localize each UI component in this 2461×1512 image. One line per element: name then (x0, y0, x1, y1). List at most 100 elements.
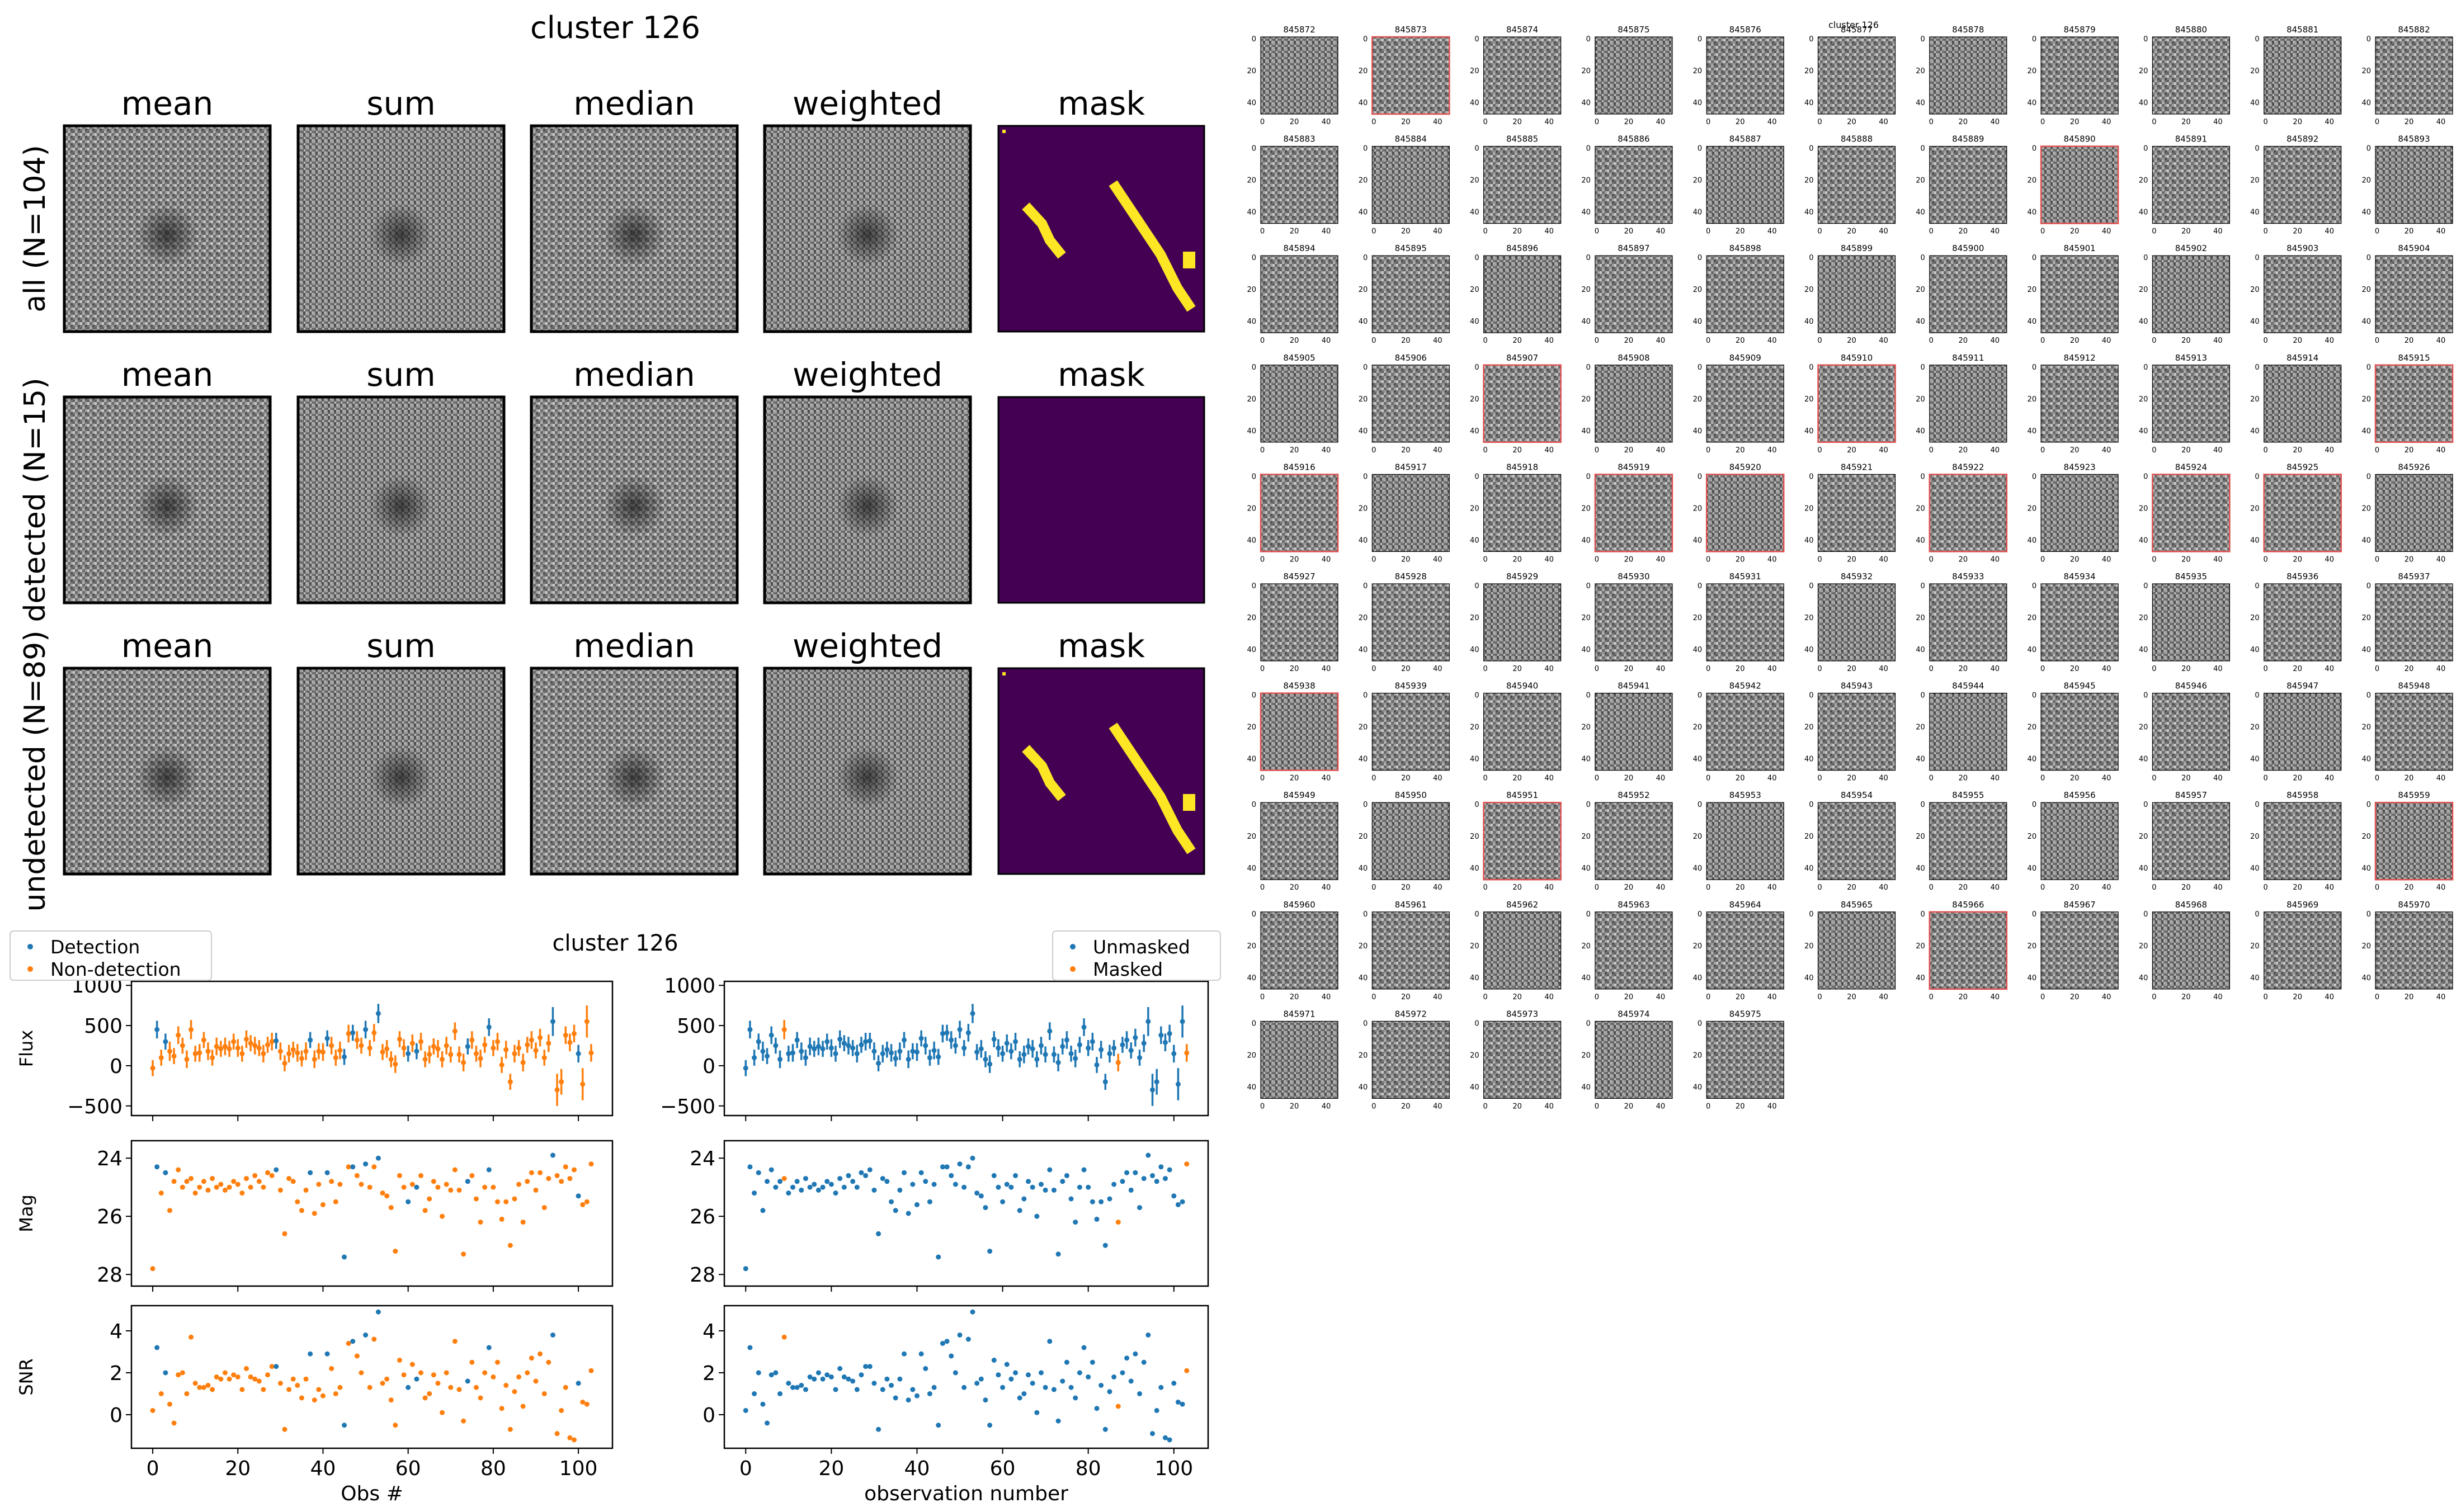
cutout-y-tick: 40 (1359, 318, 1368, 326)
cutout-y-tick: 20 (1359, 833, 1368, 841)
cutout-y-tick: 0 (1921, 35, 1925, 44)
data-point (214, 1184, 219, 1190)
cutout-x-tick: 40 (1433, 337, 1442, 345)
cutout-y-tick: 20 (2028, 504, 2037, 513)
cutout-y-tick: 0 (2255, 910, 2259, 919)
cutout-x-tick: 20 (1847, 337, 1856, 345)
data-point (214, 1374, 219, 1379)
cutout-y-tick: 20 (1470, 67, 1479, 75)
cutout-y-tick: 0 (1363, 1019, 1368, 1028)
data-point (342, 1054, 347, 1060)
y-tick-label-flux: −500 (67, 1095, 122, 1118)
data-point (231, 1179, 237, 1184)
cutout-x-tick: 0 (2264, 774, 2268, 783)
data-point (1099, 1199, 1104, 1204)
cutout-id: 845884 (1395, 134, 1427, 144)
cutout-x-tick: 0 (1371, 1102, 1376, 1111)
cutout-id: 845912 (2063, 353, 2095, 363)
data-point (863, 1364, 869, 1369)
cutout-x-tick: 0 (1817, 228, 1822, 236)
data-point (1043, 1052, 1048, 1057)
data-point (239, 1190, 245, 1196)
cutout-x-tick: 0 (2264, 446, 2268, 455)
data-point (953, 1182, 958, 1187)
cutout-y-tick: 20 (2361, 67, 2371, 75)
data-point (486, 1345, 492, 1350)
cutout-y-tick: 20 (1804, 724, 1814, 732)
x-axis-label: Obs # (341, 1482, 403, 1505)
data-point (1064, 1037, 1069, 1043)
cutout-y-tick: 0 (1252, 472, 1256, 481)
cutout-y-tick: 20 (1916, 614, 1925, 622)
cutout-id: 845952 (1618, 790, 1649, 800)
data-point (265, 1042, 271, 1048)
data-point (486, 1167, 492, 1173)
cutout-y-tick: 20 (1359, 724, 1368, 732)
cutout-x-tick: 20 (1736, 883, 1745, 892)
data-point (769, 1167, 774, 1173)
data-point (854, 1387, 860, 1392)
cutout-x-tick: 40 (1656, 555, 1666, 564)
data-point (1017, 1056, 1022, 1062)
data-point (538, 1035, 543, 1041)
cutout-x-tick: 20 (1401, 665, 1411, 673)
cutout-x-tick: 20 (1847, 555, 1856, 564)
cutout-id: 845962 (1506, 900, 1538, 910)
cutout-x-tick: 20 (2181, 665, 2191, 673)
data-point (290, 1047, 296, 1052)
cutout-y-tick: 0 (2032, 35, 2036, 44)
data-point (910, 1182, 916, 1187)
cutout-y-tick: 20 (2139, 614, 2148, 622)
data-point (743, 1065, 748, 1071)
data-point (248, 1184, 253, 1190)
data-point (486, 1024, 492, 1030)
data-point (781, 1334, 787, 1340)
data-point (820, 1376, 826, 1382)
data-point (210, 1055, 215, 1061)
cutout-image (1595, 911, 1673, 990)
cutout-x-tick: 40 (2102, 446, 2111, 455)
cutout-x-tick: 20 (1512, 118, 1522, 126)
y-tick-label-snr: 2 (110, 1362, 122, 1385)
cutout-image (1483, 474, 1562, 552)
cutout-x-tick: 0 (1483, 228, 1487, 236)
y-tick-label-mag: 26 (97, 1206, 122, 1228)
cutout-id: 845939 (1395, 681, 1427, 691)
data-point (201, 1037, 206, 1043)
cutout-id: 845944 (1952, 681, 1984, 691)
cutout-image (2264, 36, 2342, 115)
data-point (473, 1196, 479, 1202)
cutout-y-tick: 40 (1470, 318, 1479, 326)
cutout-id: 845882 (2398, 25, 2430, 35)
data-point (1055, 1060, 1061, 1065)
cutout-x-tick: 40 (1322, 665, 1331, 673)
cutout-y-tick: 20 (1916, 504, 1925, 513)
cutout-image-flagged (2040, 145, 2119, 224)
data-point (786, 1381, 791, 1386)
cutout-y-tick: 0 (2032, 801, 2036, 809)
data-point (1133, 1351, 1138, 1357)
data-point (1034, 1056, 1040, 1062)
cutout-id: 845946 (2175, 681, 2207, 691)
data-point (588, 1161, 594, 1167)
cutout-x-tick: 20 (1512, 665, 1522, 673)
cutout-image (1483, 583, 1562, 662)
cutout-image-flagged (1929, 911, 2008, 990)
cutout-y-tick: 40 (2250, 318, 2260, 326)
cutout-x-tick: 0 (2152, 337, 2156, 345)
cutout-x-tick: 0 (2152, 883, 2156, 892)
cutout-y-tick: 40 (2028, 427, 2037, 436)
data-point (743, 1266, 748, 1272)
cutout-image-flagged (1371, 36, 1450, 115)
data-point (1154, 1408, 1159, 1413)
cutout-y-tick: 40 (2250, 974, 2260, 982)
cutout-image (1595, 365, 1673, 443)
data-point (277, 1381, 283, 1386)
cutout-y-tick: 0 (2143, 910, 2148, 919)
cutout-x-tick: 40 (1656, 337, 1666, 345)
data-point (150, 1266, 155, 1272)
cutout-image (1260, 36, 1338, 115)
cutout-y-tick: 0 (1698, 692, 1702, 700)
data-point (269, 1173, 275, 1178)
cutout-y-tick: 20 (2361, 177, 2371, 185)
